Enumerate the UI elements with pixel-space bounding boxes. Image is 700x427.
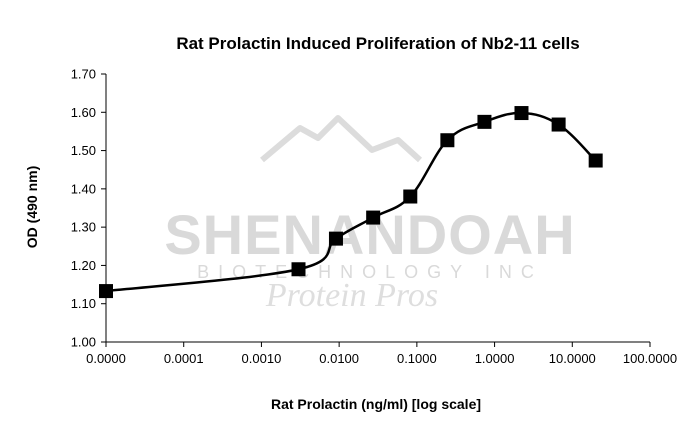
y-axis-ticks: 1.00 1.10 1.20 1.30 1.40 1.50 1.60 1.70 [71, 67, 106, 350]
x-tick-label: 1.0000 [475, 351, 515, 366]
data-point-marker [588, 153, 603, 168]
x-tick-label: 10.0000 [549, 351, 596, 366]
data-point-marker [403, 189, 418, 204]
y-tick-label: 1.30 [71, 220, 96, 235]
data-point-marker [99, 284, 113, 299]
x-tick-label: 0.0000 [86, 351, 126, 366]
data-point-marker [328, 231, 343, 246]
y-tick-label: 1.10 [71, 296, 96, 311]
x-axis-ticks: 0.0000 0.0001 0.0010 0.0100 0.1000 1.0000 10.0… [86, 342, 677, 366]
x-tick-label: 0.0001 [164, 351, 204, 366]
y-tick-label: 1.60 [71, 105, 96, 120]
data-point-marker [477, 114, 492, 129]
y-tick-label: 1.70 [71, 67, 96, 82]
data-point-marker [366, 210, 381, 225]
data-point-marker [291, 262, 306, 277]
data-point-marker [551, 117, 566, 132]
x-tick-label: 0.1000 [397, 351, 437, 366]
y-tick-label: 1.00 [71, 335, 96, 350]
x-axis-title: Rat Prolactin (ng/ml) [log scale] [271, 396, 481, 412]
x-tick-label: 0.0100 [319, 351, 359, 366]
x-tick-label: 0.0010 [242, 351, 282, 366]
data-point-marker [440, 133, 455, 148]
x-tick-label: 100.0000 [623, 351, 677, 366]
data-series [99, 106, 603, 299]
watermark-subtitle: BIOTECHNOLOGY INC [197, 262, 543, 282]
y-tick-label: 1.20 [71, 258, 96, 273]
watermark-tagline: Protein Pros [265, 277, 438, 314]
y-tick-label: 1.50 [71, 143, 96, 158]
chart-title: Rat Prolactin Induced Proliferation of N… [176, 34, 579, 53]
y-tick-label: 1.40 [71, 181, 96, 196]
watermark-mountain-icon [260, 115, 423, 163]
y-axis-title: OD (490 nm) [24, 166, 40, 248]
data-point-marker [514, 106, 529, 121]
